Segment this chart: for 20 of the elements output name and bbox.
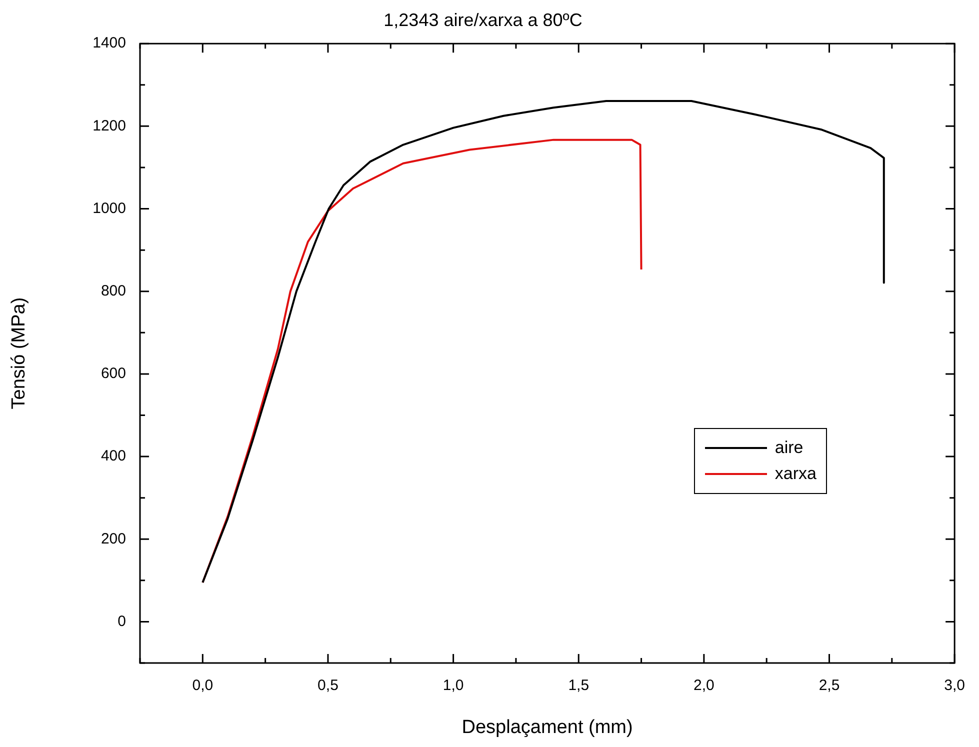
y-tick-label: 1200 <box>92 117 126 134</box>
chart-title: 1,2343 aire/xarxa a 80ºC <box>384 10 582 30</box>
x-tick-label: 0,0 <box>192 677 214 694</box>
y-axis-title: Tensió (MPa) <box>8 297 30 410</box>
x-tick-label: 3,0 <box>944 677 966 694</box>
y-tick-label: 600 <box>100 365 126 382</box>
legend-label: aire <box>774 438 804 458</box>
x-tick-label: 1,0 <box>442 677 464 694</box>
y-tick-label: 400 <box>100 448 126 465</box>
y-tick-label: 1400 <box>92 34 126 52</box>
y-tick-label: 0 <box>118 612 126 630</box>
legend-label: xarxa <box>774 464 816 484</box>
y-tick-label: 200 <box>100 530 126 548</box>
x-axis-title: Desplaçament (mm) <box>462 716 633 738</box>
x-tick-label: 2,5 <box>818 677 840 694</box>
x-tick-label: 0,5 <box>318 677 338 694</box>
y-tick-label: 1000 <box>92 200 126 217</box>
y-tick-label: 800 <box>100 282 126 300</box>
x-tick-label: 2,0 <box>694 677 714 694</box>
x-tick-label: 1,5 <box>568 677 590 694</box>
